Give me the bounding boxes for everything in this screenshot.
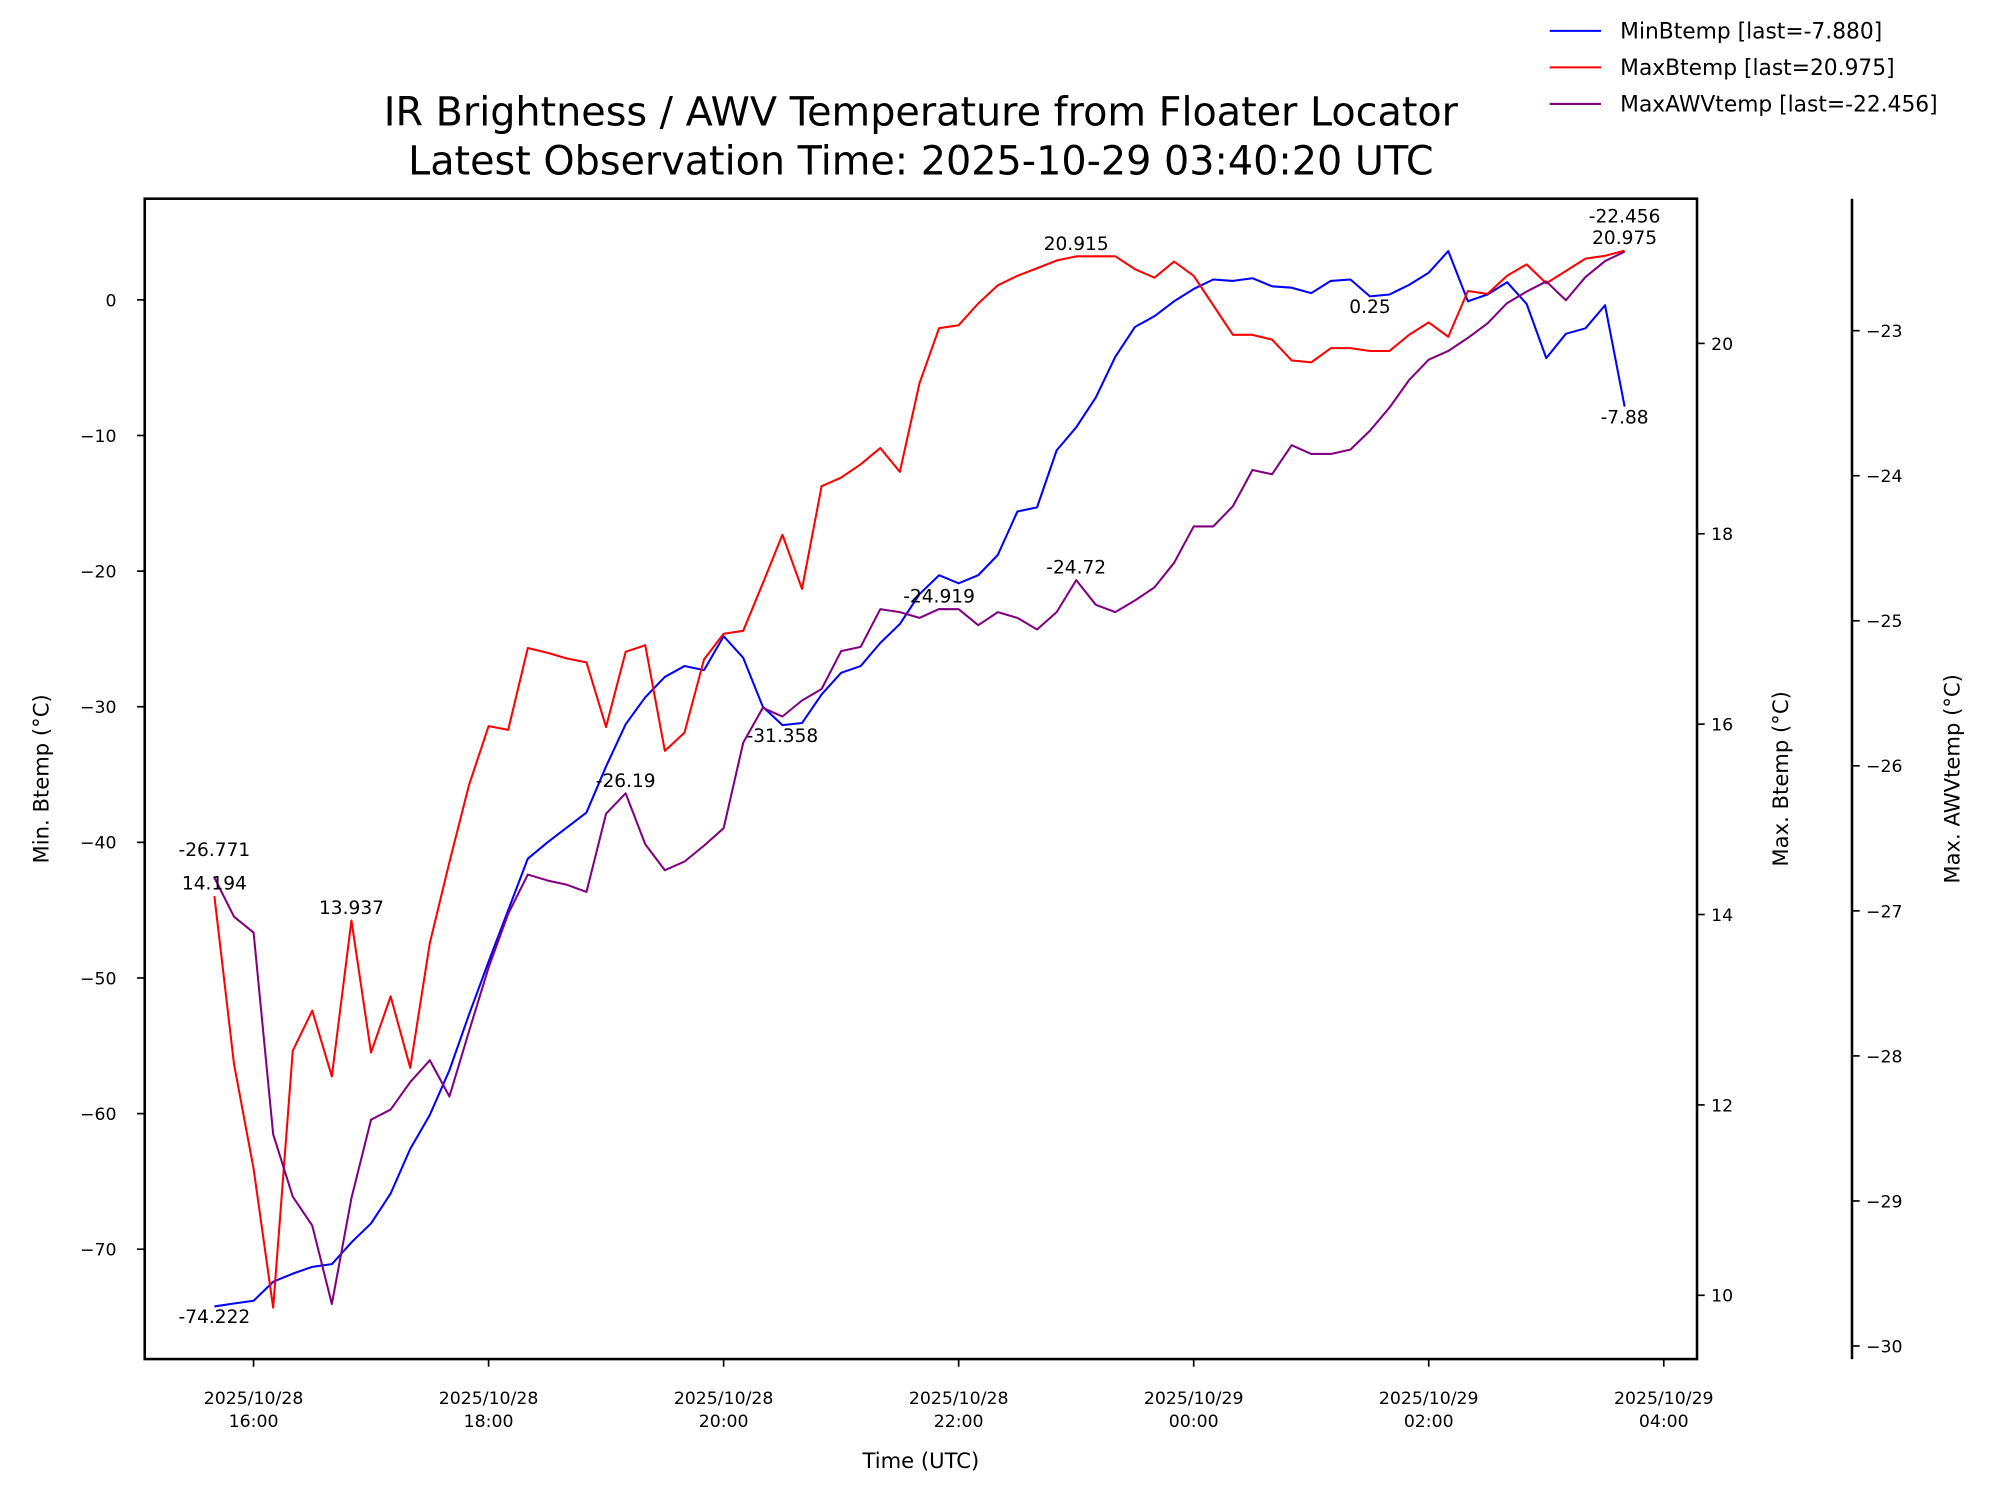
y-tick-label-left: 0 xyxy=(106,291,117,311)
legend: MinBtemp [last=-7.880] MaxBtemp [last=20.… xyxy=(1549,20,1938,118)
series-line-MinBtemp xyxy=(214,250,1626,1308)
data-label: -7.88 xyxy=(1601,407,1649,428)
x-tick-label-time: 00:00 xyxy=(1169,1412,1219,1432)
y-tick-label-left: −60 xyxy=(80,1105,116,1125)
y-tick-label-mid: 10 xyxy=(1711,1287,1733,1307)
y-tick-label-right: −27 xyxy=(1866,902,1902,922)
data-label: -26.771 xyxy=(179,840,251,861)
y-tick-label-right: −28 xyxy=(1866,1047,1902,1067)
y-tick-label-right: −25 xyxy=(1866,612,1902,632)
x-tick-label-time: 02:00 xyxy=(1404,1412,1454,1432)
y-tick-label-mid: 14 xyxy=(1711,906,1733,926)
x-tick-label-date: 2025/10/28 xyxy=(439,1389,539,1409)
data-label: -74.222 xyxy=(179,1307,251,1328)
y-tick-label-left: −20 xyxy=(80,563,116,583)
data-label: 13.937 xyxy=(319,898,384,919)
data-label: -22.456 xyxy=(1589,206,1661,227)
legend-label-MaxBtemp: MaxBtemp [last=20.975] xyxy=(1620,56,1894,81)
data-label: 20.915 xyxy=(1044,234,1109,255)
y-tick-label-right: −29 xyxy=(1866,1192,1902,1212)
y-tick-label-left: −30 xyxy=(80,698,116,718)
series-line-MaxBtemp xyxy=(213,249,1625,1309)
y-tick-label-left: −50 xyxy=(80,969,116,989)
x-tick-label-date: 2025/10/28 xyxy=(204,1389,304,1409)
legend-label-MaxAWVtemp: MaxAWVtemp [last=-22.456] xyxy=(1620,93,1937,118)
y-tick-label-mid: 20 xyxy=(1711,335,1733,355)
chart-title-line1: IR Brightness / AWV Temperature from Flo… xyxy=(384,90,1459,136)
x-tick-label-date: 2025/10/28 xyxy=(674,1389,774,1409)
y-tick-label-mid: 16 xyxy=(1711,716,1733,736)
x-tick-label-date: 2025/10/29 xyxy=(1144,1389,1244,1409)
y-tick-label-left: −70 xyxy=(80,1241,116,1261)
y-tick-label-mid: 12 xyxy=(1711,1096,1733,1116)
data-label: -31.358 xyxy=(747,726,819,747)
x-tick-label-time: 04:00 xyxy=(1639,1412,1689,1432)
plot-area: -74.222 -31.358 0.25 -7.88 14.194 13.937 20.91… xyxy=(80,197,1903,1432)
y-tick-label-right: −23 xyxy=(1866,322,1902,342)
chart-title-line2: Latest Observation Time: 2025-10-29 03:4… xyxy=(408,138,1433,184)
y-tick-label-right: −24 xyxy=(1866,467,1902,487)
x-tick-label-time: 18:00 xyxy=(464,1412,514,1432)
y-tick-label-mid: 18 xyxy=(1711,525,1733,545)
x-tick-label-date: 2025/10/29 xyxy=(1614,1389,1714,1409)
x-tick-label-date: 2025/10/29 xyxy=(1379,1389,1479,1409)
legend-label-MinBtemp: MinBtemp [last=-7.880] xyxy=(1620,20,1882,45)
data-label: 20.975 xyxy=(1592,228,1657,249)
x-tick-label-time: 20:00 xyxy=(699,1412,749,1432)
series-line-MaxAWVtemp xyxy=(213,250,1626,1306)
y-tick-label-left: −10 xyxy=(80,427,116,447)
x-tick-label-date: 2025/10/28 xyxy=(909,1389,1009,1409)
y-tick-label-right: −30 xyxy=(1866,1337,1902,1357)
x-tick-label-time: 16:00 xyxy=(229,1412,279,1432)
right-y-axis-label: Max. AWVtemp (°C) xyxy=(1940,674,1965,884)
mid-y-axis-label: Max. Btemp (°C) xyxy=(1768,691,1793,866)
plot-frame xyxy=(143,197,1699,1361)
left-y-axis-label: Min. Btemp (°C) xyxy=(29,694,54,863)
y-tick-label-left: −40 xyxy=(80,834,116,854)
data-label: -26.19 xyxy=(596,771,656,792)
data-label: -24.72 xyxy=(1046,558,1106,579)
data-label: 0.25 xyxy=(1349,297,1390,318)
y-tick-label-right: −26 xyxy=(1866,757,1902,777)
x-axis-label: Time (UTC) xyxy=(861,1448,979,1473)
data-label: -24.919 xyxy=(903,587,975,608)
data-label: 14.194 xyxy=(182,874,247,895)
x-tick-label-time: 22:00 xyxy=(934,1412,984,1432)
